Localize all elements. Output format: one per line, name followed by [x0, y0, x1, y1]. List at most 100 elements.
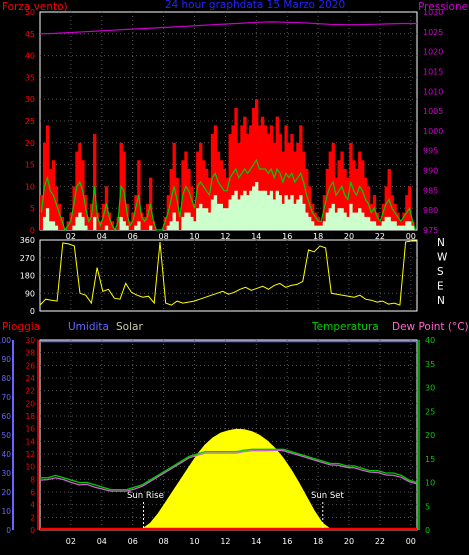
wind-lull-bar	[278, 195, 282, 230]
wind-lull-bar	[93, 216, 97, 230]
wind-lull-bar	[137, 221, 141, 230]
direction-axis-tick-label: 180	[20, 272, 35, 281]
temp-x-tick-label: 12	[220, 537, 230, 546]
wind-lull-bar	[402, 225, 406, 230]
wind-gust-bar	[93, 134, 97, 230]
wind-lull-bar	[305, 212, 309, 230]
rain-axis-tick-label: 28	[25, 349, 35, 358]
wind-gust-bar	[204, 168, 209, 230]
wind-lull-bar	[372, 221, 377, 230]
compass-label: S	[437, 266, 444, 278]
wind-lull-bar	[384, 216, 388, 230]
humidity-axis-tick-label: 30	[1, 469, 11, 478]
pressure-axis-tick-label: 1010	[423, 87, 443, 96]
wind-gust-bar	[140, 212, 144, 230]
rain-axis-tick-label: 0	[30, 526, 35, 535]
wind-lull-bar	[387, 216, 391, 230]
wind-x-tick-label: 06	[128, 232, 138, 241]
wind-lull-bar	[237, 199, 241, 230]
wind-lull-bar	[84, 225, 88, 230]
rain-axis-tick-label: 24	[25, 374, 35, 383]
wind-axis-tick-label: 5	[30, 204, 35, 213]
pressure-axis-tick-label: 990	[423, 167, 438, 176]
wind-axis-tick-label: 35	[25, 73, 35, 82]
wind-lull-bar	[219, 203, 224, 230]
compass-label: E	[437, 281, 444, 293]
wind-gust-bar	[219, 160, 224, 230]
wind-lull-bar	[260, 190, 265, 230]
wind-gust-bar	[187, 168, 191, 230]
wind-lull-bar	[411, 225, 415, 230]
humidity-axis-tick-label: 0	[6, 526, 11, 535]
wind-lull-bar	[190, 216, 194, 230]
temp-x-tick-label: 04	[97, 537, 107, 546]
wind-gust-bar	[225, 177, 229, 230]
wind-gust-bar	[305, 168, 309, 230]
wind-gust-bar	[375, 212, 380, 230]
wind-lull-bar	[48, 221, 53, 230]
wind-gust-bar	[72, 186, 76, 230]
wind-x-tick-label: 14	[251, 232, 261, 241]
wind-lull-bar	[322, 221, 327, 230]
wind-gust-bar	[358, 151, 362, 230]
wind-gust-bar	[269, 125, 274, 230]
wind-gust-bar	[95, 212, 100, 230]
center-title: 24 hour graphdata 15 Marzo 2020	[165, 0, 345, 11]
wind-lull-bar	[51, 221, 56, 230]
wind-gust-bar	[402, 212, 406, 230]
wind-gust-bar	[281, 151, 285, 230]
wind-lull-bar	[240, 195, 244, 230]
humidity-axis-tick-label: 40	[1, 450, 11, 459]
rain-axis-tick-label: 18	[25, 412, 35, 421]
pressure-axis-tick-label: 1020	[423, 48, 443, 57]
wind-lull-bar	[234, 190, 238, 230]
wind-lull-bar	[313, 225, 318, 230]
solar-area	[40, 428, 417, 530]
temp-x-tick-label: 16	[282, 537, 292, 546]
dewpoint-label: Dew Point (°C)	[392, 321, 469, 333]
temp-x-tick-label: 08	[159, 537, 169, 546]
wind-gust-bar	[349, 142, 353, 230]
wind-axis-tick-label: 10	[25, 182, 35, 191]
wind-lull-bar	[293, 203, 297, 230]
direction-line	[39, 240, 417, 306]
wind-lull-bar	[249, 190, 253, 230]
wind-x-tick-label: 18	[313, 232, 323, 241]
pressure-axis-tick-label: 1000	[423, 127, 443, 136]
wind-gust-bar	[163, 216, 168, 230]
wind-gust-bar	[134, 195, 138, 230]
wind-gust-bar	[210, 134, 215, 230]
wind-lull-bar	[246, 195, 250, 230]
compass-label: W	[437, 252, 448, 264]
temp-axis-tick-label: 10	[425, 479, 435, 488]
rain-axis-tick-label: 30	[25, 336, 35, 345]
wind-title: Forza vento)	[2, 1, 68, 13]
temp-x-tick-label: 22	[375, 537, 385, 546]
wind-lull-bar	[75, 216, 79, 230]
dewpoint-line	[39, 449, 418, 492]
wind-lull-bar	[358, 208, 362, 230]
wind-axis-tick-label: 0	[30, 226, 35, 235]
wind-lull-bar	[231, 195, 235, 230]
sunset-label: Sun Set	[311, 491, 344, 501]
pressure-axis-tick-label: 1025	[423, 28, 443, 37]
wind-gust-bar	[361, 160, 365, 230]
wind-lull-bar	[222, 208, 226, 230]
direction-series-group	[39, 240, 417, 306]
wind-lull-bar	[381, 221, 386, 230]
wind-lull-bar	[352, 212, 356, 230]
pressure-axis-tick-label: 975	[423, 226, 438, 235]
wind-x-tick-label: 04	[97, 232, 107, 241]
wind-lull-bar	[302, 203, 306, 230]
wind-x-tick-label: 02	[66, 232, 76, 241]
rain-axis-tick-label: 14	[25, 437, 35, 446]
humidity-axis-tick-label: 80	[1, 374, 11, 383]
wind-axis-tick-label: 50	[25, 8, 35, 17]
pressure-axis-tick-label: 1030	[423, 8, 443, 17]
wind-gust-bar	[199, 142, 203, 230]
wind-gust-bar	[263, 125, 268, 230]
wind-lull-bar	[281, 203, 285, 230]
wind-lull-bar	[42, 216, 47, 230]
rain-axis-tick-label: 4	[30, 501, 35, 510]
